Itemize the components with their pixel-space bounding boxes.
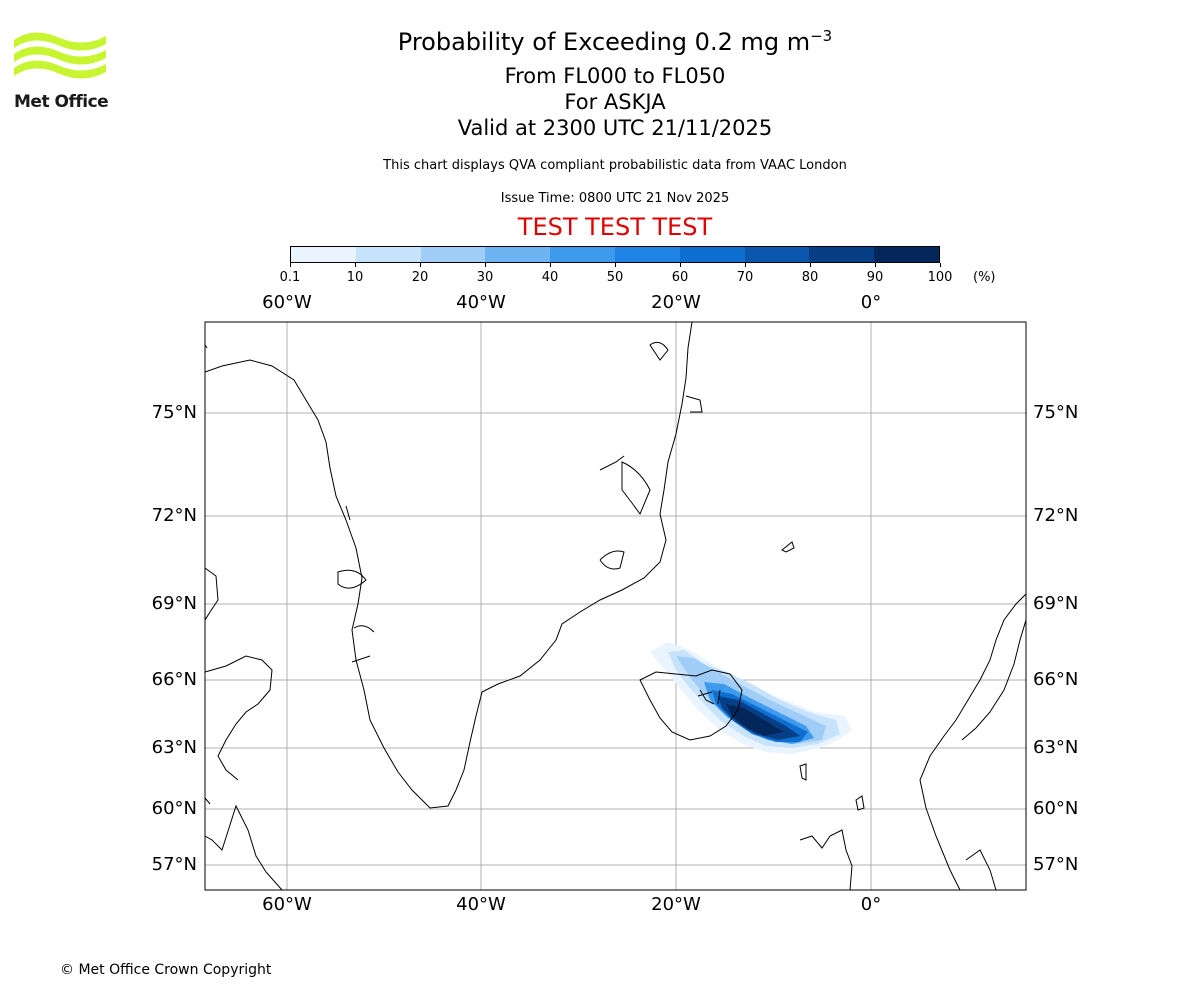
colorbar-segment: [874, 247, 939, 262]
colorbar-tick-label: 100: [927, 270, 953, 285]
lat-label: 75°N: [151, 402, 197, 423]
colorbar-segment: [679, 247, 745, 262]
colorbar-segment: [614, 247, 680, 262]
ash-plume: [650, 642, 852, 754]
coastlines: [205, 322, 1026, 890]
colorbar-tick: [484, 263, 486, 267]
colorbar-tick: [939, 263, 941, 267]
colorbar-tick: [419, 263, 421, 267]
issue-time: Issue Time: 0800 UTC 21 Nov 2025: [500, 191, 730, 206]
colorbar-tick-label: 90: [866, 270, 884, 285]
lon-label: 20°W: [651, 292, 701, 313]
colorbar-tick: [809, 263, 811, 267]
lat-label: 57°N: [1033, 854, 1079, 875]
lon-label: 0°: [860, 292, 882, 313]
colorbar-tick: [874, 263, 876, 267]
map-content: [205, 322, 1026, 890]
colorbar-segment: [485, 247, 551, 262]
colorbar-tick-label: 30: [476, 270, 494, 285]
colorbar-segment: [355, 247, 421, 262]
lon-label: 20°W: [651, 894, 701, 915]
colorbar-segment: [744, 247, 810, 262]
colorbar-segment: [809, 247, 875, 262]
colorbar-tick: [289, 263, 291, 267]
lat-label: 66°N: [151, 669, 197, 690]
lat-label: 69°N: [1033, 593, 1079, 614]
test-banner: TEST TEST TEST: [517, 213, 713, 241]
colorbar-tick-label: 40: [541, 270, 559, 285]
title-line1: Probability of Exceeding 0.2 mg m: [397, 28, 811, 56]
info-line: This chart displays QVA compliant probab…: [383, 158, 847, 173]
copyright: © Met Office Crown Copyright: [60, 962, 272, 978]
lon-label: 40°W: [456, 292, 506, 313]
chart-title: Probability of Exceeding 0.2 mg m−3: [0, 27, 1200, 56]
lat-label: 69°N: [151, 593, 197, 614]
lat-label: 72°N: [1033, 505, 1079, 526]
colorbar-tick-label: 80: [801, 270, 819, 285]
lat-label: 75°N: [1033, 402, 1079, 423]
map-frame: [204, 321, 1027, 891]
lat-label: 63°N: [151, 737, 197, 758]
colorbar-tick: [354, 263, 356, 267]
lon-label: 0°: [860, 894, 882, 915]
lat-label: 60°N: [151, 798, 197, 819]
lat-label: 57°N: [151, 854, 197, 875]
colorbar-tick-label: 10: [346, 270, 364, 285]
lon-label: 60°W: [262, 894, 312, 915]
lat-label: 60°N: [1033, 798, 1079, 819]
colorbar-segment: [550, 247, 615, 262]
colorbar-tick-label: 20: [411, 270, 429, 285]
colorbar-segment: [420, 247, 486, 262]
gridlines: [205, 322, 1026, 890]
colorbar-tick: [679, 263, 681, 267]
met-office-logo-icon: [14, 32, 106, 79]
title-valid-time: Valid at 2300 UTC 21/11/2025: [457, 116, 773, 140]
colorbar-tick: [614, 263, 616, 267]
lon-label: 60°W: [262, 292, 312, 313]
colorbar-tick: [744, 263, 746, 267]
colorbar-segment: [291, 247, 356, 262]
lat-label: 66°N: [1033, 669, 1079, 690]
lat-label: 72°N: [151, 505, 197, 526]
colorbar-tick-label: 0.1: [279, 270, 301, 285]
lat-label: 63°N: [1033, 737, 1079, 758]
colorbar-tick: [549, 263, 551, 267]
title-flight-levels: From FL000 to FL050: [504, 64, 726, 88]
colorbar-tick-label: 70: [736, 270, 754, 285]
colorbar: [290, 246, 940, 263]
colorbar-tick-label: 50: [606, 270, 624, 285]
lon-label: 40°W: [456, 894, 506, 915]
logo-text: Met Office: [14, 92, 109, 112]
colorbar-tick-label: 60: [671, 270, 689, 285]
colorbar-unit: (%): [973, 270, 996, 285]
title-volcano: For ASKJA: [564, 90, 666, 114]
title-exponent: −3: [810, 27, 833, 45]
